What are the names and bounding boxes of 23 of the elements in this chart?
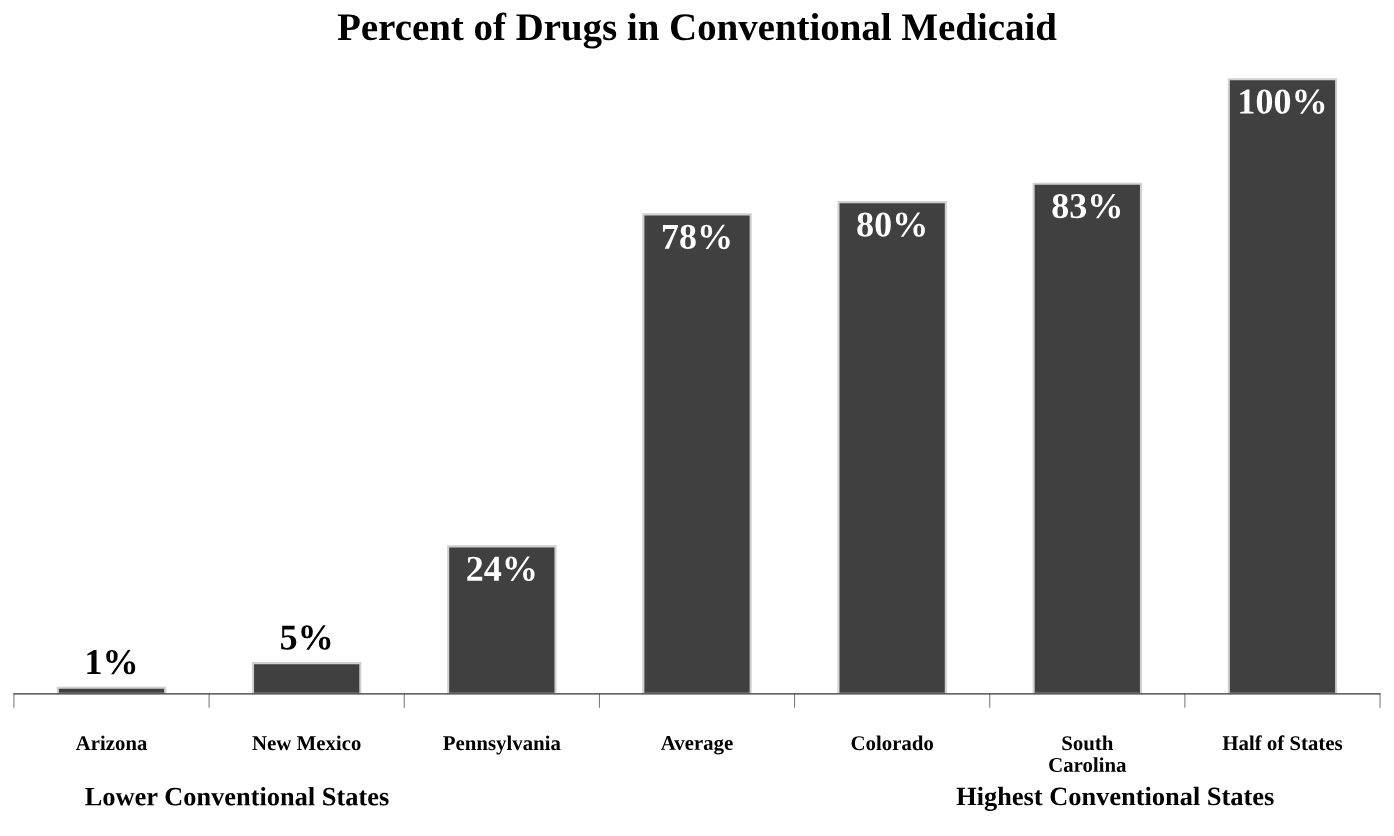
bar	[251, 662, 362, 694]
bar	[642, 213, 752, 694]
x-tick-label: Colorado	[851, 735, 934, 751]
x-tick-label: New Mexico	[252, 735, 361, 751]
x-tick-label: South Carolina	[1049, 735, 1127, 772]
data-label: 100%	[1240, 89, 1325, 114]
data-label: 5%	[281, 625, 331, 650]
text: Highest Conventional States	[956, 786, 1274, 811]
x-tick-label: Average	[660, 736, 733, 755]
data-label: 78%	[662, 224, 730, 250]
data-label: 1%	[87, 649, 136, 675]
bar	[1032, 182, 1143, 694]
bar	[1227, 78, 1338, 694]
data-label: 24%	[467, 556, 535, 582]
bar	[447, 545, 557, 694]
chart-title: Percent of Drugs in Conventional Medicaid	[337, 12, 1057, 49]
data-label: 80%	[857, 212, 925, 237]
x-tick-label: Pennsylvania	[443, 735, 561, 755]
data-label: 83%	[1052, 193, 1121, 219]
x-tick-label: Half of States	[1222, 735, 1343, 751]
text: Lower Conventional States	[85, 786, 389, 806]
bar	[837, 201, 947, 694]
x-tick-label: Arizona	[75, 735, 148, 751]
